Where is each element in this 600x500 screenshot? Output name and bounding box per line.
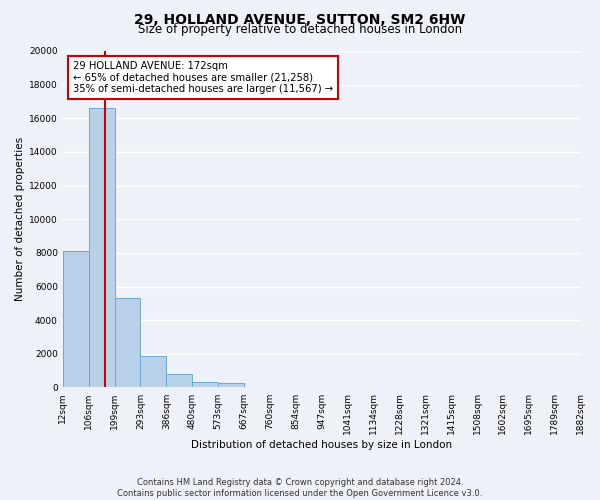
Text: 29, HOLLAND AVENUE, SUTTON, SM2 6HW: 29, HOLLAND AVENUE, SUTTON, SM2 6HW — [134, 12, 466, 26]
Bar — [89, 108, 115, 388]
Y-axis label: Number of detached properties: Number of detached properties — [15, 137, 25, 302]
Bar — [218, 382, 244, 388]
Bar — [140, 356, 166, 388]
Bar — [166, 374, 192, 388]
X-axis label: Distribution of detached houses by size in London: Distribution of detached houses by size … — [191, 440, 452, 450]
Bar — [63, 251, 89, 388]
Text: 29 HOLLAND AVENUE: 172sqm
← 65% of detached houses are smaller (21,258)
35% of s: 29 HOLLAND AVENUE: 172sqm ← 65% of detac… — [73, 61, 333, 94]
Bar — [115, 298, 140, 388]
Text: Size of property relative to detached houses in London: Size of property relative to detached ho… — [138, 22, 462, 36]
Bar — [192, 382, 218, 388]
Text: Contains HM Land Registry data © Crown copyright and database right 2024.
Contai: Contains HM Land Registry data © Crown c… — [118, 478, 482, 498]
